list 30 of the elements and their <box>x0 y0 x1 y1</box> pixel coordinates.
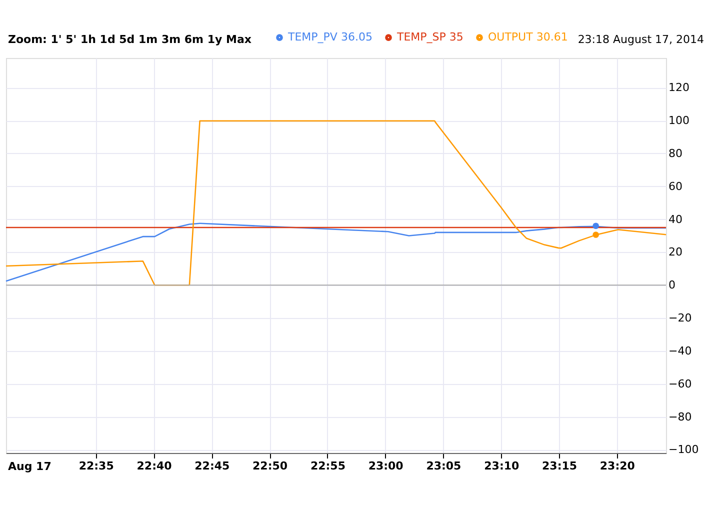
x-tick-label: 23:10 <box>484 460 520 472</box>
y-tick-label: −60 <box>668 377 692 390</box>
text: Aug 17 <box>8 460 52 473</box>
y-tick-label: −100 <box>668 443 699 456</box>
y-tick-label: −40 <box>668 344 692 358</box>
line-series <box>5 222 667 282</box>
x-tick-label: 22:40 <box>136 460 172 472</box>
x-tick-label: 22:50 <box>252 460 288 472</box>
x-tick-label: 22:45 <box>194 460 230 472</box>
y-tick-label: 80 <box>668 146 682 160</box>
x-tick-label: 23:20 <box>600 460 636 472</box>
x-tick-label: 23:05 <box>426 460 462 472</box>
y-tick-label: 60 <box>668 180 682 193</box>
x-tick-label: 22:55 <box>310 460 346 472</box>
y-tick-label: 100 <box>668 114 690 128</box>
text: 23:18 August 17, 2014 <box>578 33 704 46</box>
legend-label: TEMP_PV 36.05 <box>287 30 372 44</box>
x-tick-label: 23:15 <box>542 460 578 472</box>
y-tick-label: 40 <box>668 212 682 226</box>
x-tick-label: 22:35 <box>78 460 114 472</box>
y-tick-label: 120 <box>668 81 690 94</box>
line-series <box>5 120 667 286</box>
text: Zoom: 1' 5' 1h 1d 5d 1m 3m 6m 1y Max <box>8 33 252 46</box>
legend-label: OUTPUT 30.61 <box>488 30 568 44</box>
legend-label: TEMP_SP 35 <box>396 30 464 44</box>
x-tick-label: 23:00 <box>368 460 404 472</box>
y-tick-label: −20 <box>668 312 692 325</box>
y-tick-label: 0 <box>668 278 676 292</box>
y-tick-label: −80 <box>668 410 692 424</box>
y-tick-label: 20 <box>668 246 682 259</box>
